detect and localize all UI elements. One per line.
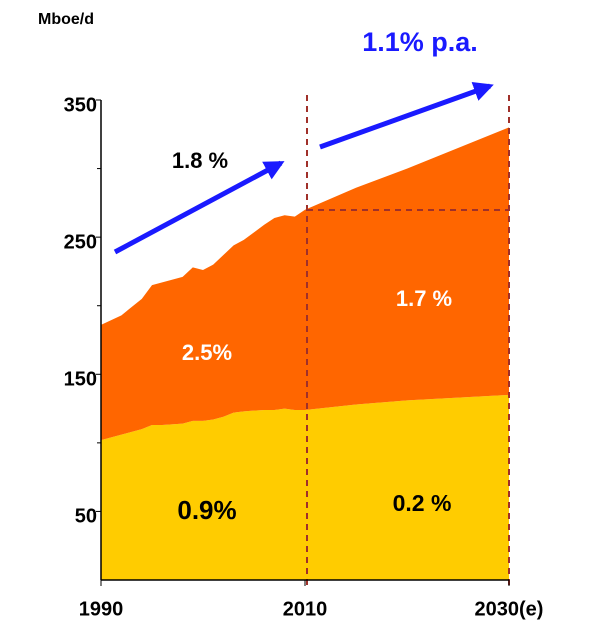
trend-arrow (113, 160, 285, 255)
y-tick-label: 50 (75, 506, 97, 528)
annotation: 1.8 % (172, 148, 228, 173)
area (101, 127, 509, 441)
plot-area (101, 127, 509, 580)
annotation: 0.9% (177, 495, 236, 525)
trend-arrow (319, 81, 494, 150)
annotation: 1.7 % (396, 286, 452, 311)
y-axis-label: Mboe/d (38, 11, 94, 28)
annotation: 1.1% p.a. (362, 27, 478, 57)
x-tick-label: 2030(e) (475, 598, 544, 620)
annotation: 2.5% (182, 340, 232, 365)
y-tick-label: 150 (64, 369, 97, 391)
annotation: 0.2 % (393, 490, 452, 516)
area (101, 394, 509, 580)
x-tick-label: 2010 (283, 598, 328, 620)
x-tick-label: 1990 (79, 598, 124, 620)
y-tick-label: 350 (64, 94, 97, 116)
y-tick-label: 250 (64, 231, 97, 253)
